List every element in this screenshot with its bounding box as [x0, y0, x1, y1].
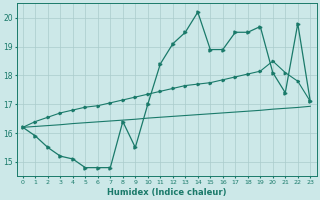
X-axis label: Humidex (Indice chaleur): Humidex (Indice chaleur) [107, 188, 226, 197]
